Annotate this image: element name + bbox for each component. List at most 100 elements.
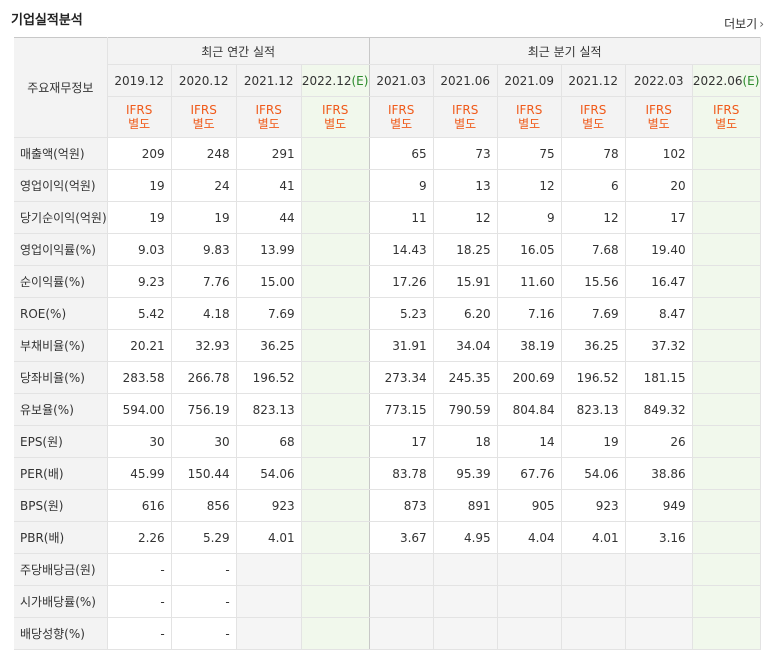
- row-label: 영업이익(억원): [14, 169, 108, 202]
- table-cell: [692, 361, 761, 394]
- ifrs-label: IFRS: [387, 103, 415, 117]
- table-cell: [301, 553, 370, 586]
- ifrs-badge: IFRS 별도: [107, 96, 172, 138]
- table-cell: 248: [171, 137, 237, 170]
- table-cell: 790.59: [433, 393, 498, 426]
- ifrs-label: IFRS: [125, 103, 153, 117]
- table-cell: 856: [171, 489, 237, 522]
- ifrs-label: IFRS: [579, 103, 607, 117]
- table-cell: 7.16: [497, 297, 562, 330]
- table-cell: 9.23: [107, 265, 172, 298]
- row-label: BPS(원): [14, 489, 108, 522]
- table-cell: 291: [236, 137, 302, 170]
- table-cell: 923: [236, 489, 302, 522]
- ifrs-label: IFRS: [190, 103, 217, 117]
- table-cell: 181.15: [625, 361, 693, 394]
- table-cell: 19: [561, 425, 626, 458]
- table-cell: [625, 585, 693, 618]
- table-cell: 38.86: [625, 457, 693, 490]
- table-cell: [692, 457, 761, 490]
- row-label: 배당성향(%): [14, 617, 108, 650]
- table-cell: 7.69: [561, 297, 626, 330]
- table-cell: [236, 585, 302, 618]
- table-row: PBR(배) 2.26 5.29 4.01 3.67 4.95 4.04 4.01 3.16: [14, 521, 761, 554]
- table-cell: [692, 393, 761, 426]
- table-cell: 245.35: [433, 361, 498, 394]
- table-cell: 5.42: [107, 297, 172, 330]
- table-cell: [692, 265, 761, 298]
- table-cell: [497, 585, 562, 618]
- table-cell: 34.04: [433, 329, 498, 362]
- ifrs-label: IFRS: [712, 103, 740, 117]
- period-header: 2021.06: [433, 64, 498, 97]
- table-cell: [433, 585, 498, 618]
- period-header: 2020.12: [171, 64, 237, 97]
- table-cell: 12: [497, 169, 562, 202]
- estimate-marker: (E): [742, 73, 760, 88]
- table-row: 유보율(%) 594.00 756.19 823.13 773.15 790.59 804.…: [14, 393, 761, 426]
- table-cell: 5.29: [171, 521, 237, 554]
- table-cell: 873: [369, 489, 434, 522]
- table-cell: [692, 425, 761, 458]
- table-cell: [301, 521, 370, 554]
- separate-label: 별도: [192, 117, 215, 131]
- table-cell: 75: [497, 137, 562, 170]
- ifrs-badge: IFRS 별도: [433, 96, 498, 138]
- table-cell: [369, 553, 434, 586]
- row-label: 유보율(%): [14, 393, 108, 426]
- table-cell: -: [171, 617, 237, 650]
- period-label: 2020.12: [178, 73, 229, 88]
- table-cell: 11.60: [497, 265, 562, 298]
- table-cell: 13: [433, 169, 498, 202]
- more-link[interactable]: 더보기 ›: [724, 15, 764, 32]
- more-label: 더보기: [724, 17, 758, 31]
- ifrs-label: IFRS: [515, 103, 543, 117]
- table-cell: 15.56: [561, 265, 626, 298]
- period-label: 2021.09: [504, 73, 554, 88]
- table-cell: 773.15: [369, 393, 434, 426]
- table-cell: 150.44: [171, 457, 237, 490]
- table-cell: 11: [369, 201, 434, 234]
- table-row: 매출액(억원) 209 248 291 65 73 75 78 102: [14, 137, 761, 170]
- table-cell: [497, 617, 562, 650]
- table-cell: [692, 329, 761, 362]
- table-cell: -: [171, 553, 237, 586]
- table-cell: 32.93: [171, 329, 237, 362]
- row-label: 부채비율(%): [14, 329, 108, 362]
- period-label: 2022.06: [692, 73, 743, 88]
- separate-label: 별도: [390, 117, 413, 131]
- estimate-marker: (E): [351, 73, 369, 88]
- table-cell: 19: [107, 169, 172, 202]
- table-cell: 16.47: [625, 265, 693, 298]
- table-cell: 26: [625, 425, 693, 458]
- table-cell: 13.99: [236, 233, 302, 266]
- table-cell: 6: [561, 169, 626, 202]
- table-cell: [692, 489, 761, 522]
- table-cell: 95.39: [433, 457, 498, 490]
- table-cell: 7.76: [171, 265, 237, 298]
- period-label: 2019.12: [114, 73, 164, 88]
- table-cell: 30: [171, 425, 237, 458]
- table-cell: [369, 617, 434, 650]
- table-cell: 54.06: [561, 457, 626, 490]
- table-cell: 20.21: [107, 329, 172, 362]
- table-cell: [301, 361, 370, 394]
- table-cell: 949: [625, 489, 693, 522]
- period-header: 2021.12: [236, 64, 302, 97]
- table-cell: 17: [625, 201, 693, 234]
- table-row: 주당배당금(원) - -: [14, 553, 761, 586]
- table-cell: 30: [107, 425, 172, 458]
- table-cell: 65: [369, 137, 434, 170]
- ifrs-badge: IFRS 별도: [497, 96, 562, 138]
- row-label: PER(배): [14, 457, 108, 490]
- table-cell: [369, 585, 434, 618]
- row-label: 당기순이익(억원): [14, 201, 108, 234]
- table-cell: [236, 553, 302, 586]
- table-row: 당좌비율(%) 283.58 266.78 196.52 273.34 245.35 200…: [14, 361, 761, 394]
- table-cell: 68: [236, 425, 302, 458]
- table-row: 배당성향(%) - -: [14, 617, 761, 650]
- ifrs-badge: IFRS 별도: [561, 96, 626, 138]
- table-row: BPS(원) 616 856 923 873 891 905 923 949: [14, 489, 761, 522]
- table-cell: 18.25: [433, 233, 498, 266]
- table-cell: 9: [497, 201, 562, 234]
